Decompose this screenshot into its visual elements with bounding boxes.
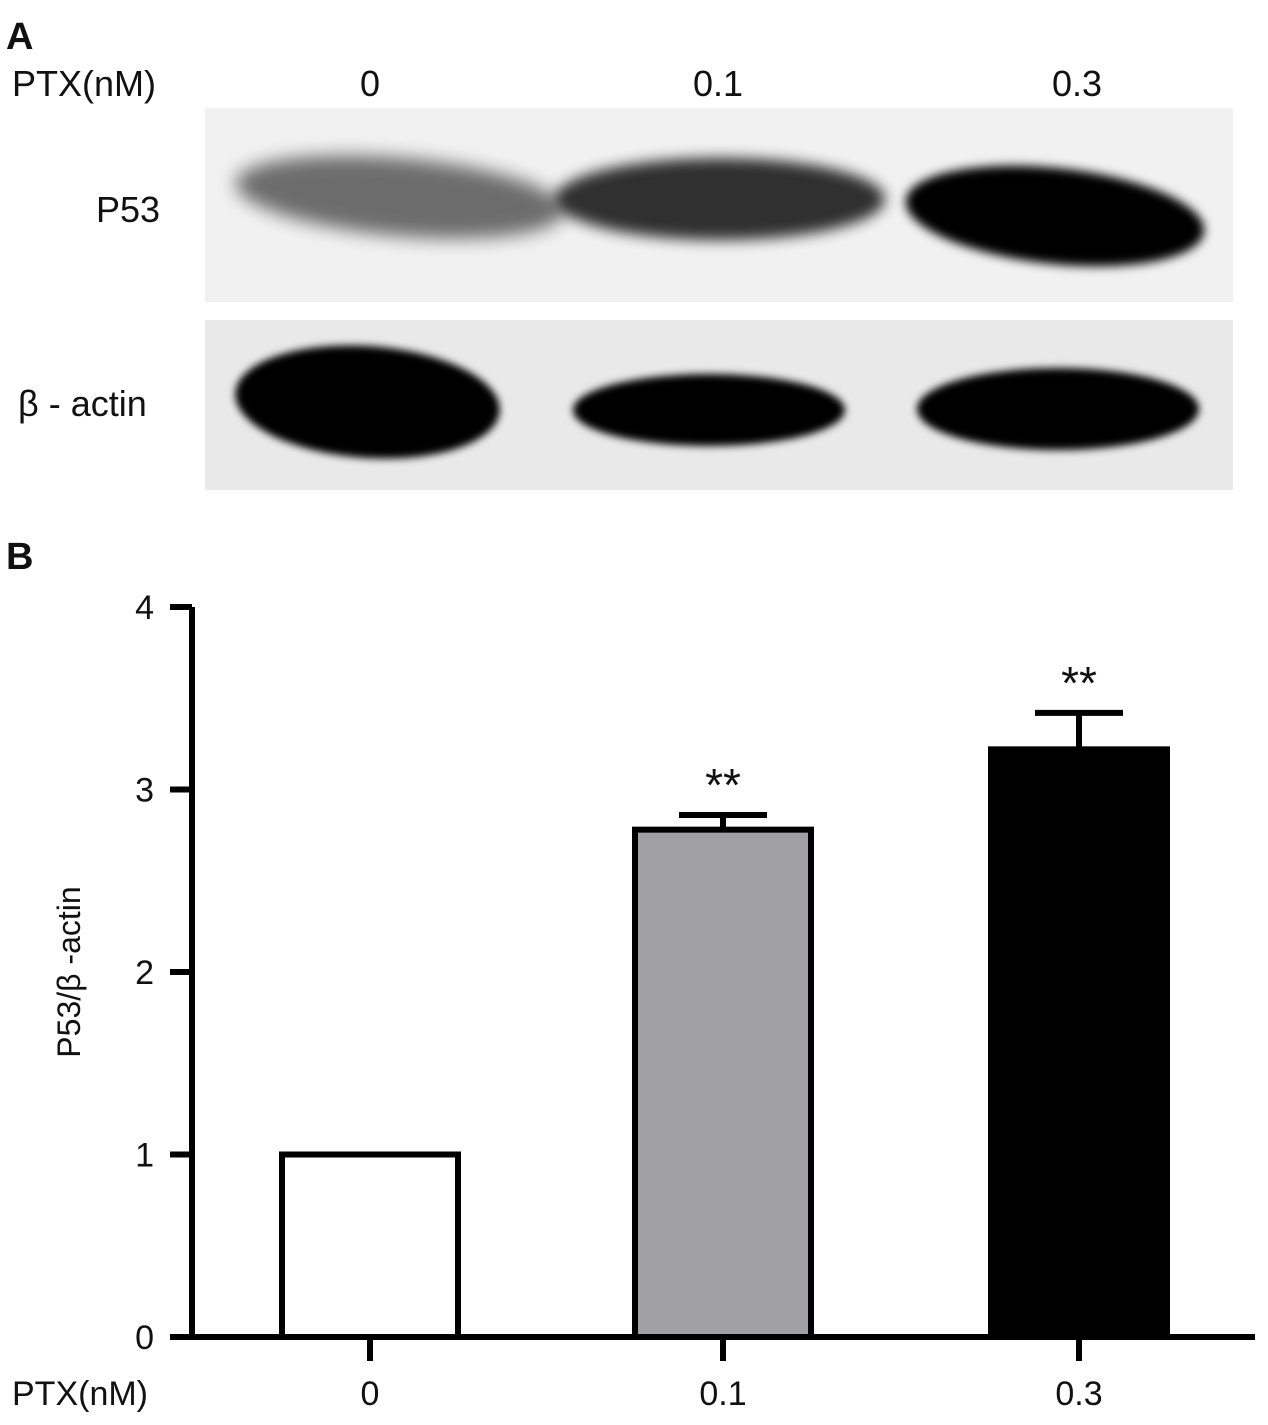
panel-a-letter: A xyxy=(6,16,34,58)
error-bars xyxy=(679,709,1123,830)
lane-label-0-3: 0.3 xyxy=(1051,63,1103,104)
bar-chart: 0 1 2 3 4 0 0.1 0.3 ** ** P53/β -actin PTX(nM) xyxy=(12,589,1255,1413)
bar-0 xyxy=(279,1151,461,1340)
p53-band-lane-2 xyxy=(900,152,1210,280)
y-axis-title: P53/β -actin xyxy=(51,886,87,1057)
significance-markers: ** ** xyxy=(705,657,1097,811)
y-tick-label: 4 xyxy=(135,589,154,627)
blot-ptx-label: PTX(nM) xyxy=(12,63,156,104)
lane-label-0-1: 0.1 xyxy=(692,63,744,104)
beta-actin-blot-label: β - actin xyxy=(18,383,147,424)
beta-actin-blot-strip xyxy=(205,320,1233,490)
actin-band-lane-1 xyxy=(573,374,845,446)
y-axis: 0 1 2 3 4 xyxy=(135,589,195,1357)
actin-band-lane-2 xyxy=(917,368,1199,450)
bar-0.1 xyxy=(632,826,814,1341)
lane-label-0: 0 xyxy=(359,63,381,104)
panel-b-letter: B xyxy=(6,536,34,578)
x-axis: 0 0.1 0.3 xyxy=(189,1334,1255,1413)
actin-band-lane-0 xyxy=(231,336,504,468)
bars xyxy=(279,746,1170,1341)
p53-blot-strip xyxy=(205,108,1233,302)
x-tick-label: 0.3 xyxy=(1055,1375,1102,1413)
x-tick-label: 0.1 xyxy=(699,1375,746,1413)
p53-band-lane-1 xyxy=(555,158,885,240)
p53-band-lane-0 xyxy=(232,143,568,251)
x-axis-title: PTX(nM) xyxy=(12,1375,148,1413)
y-tick-label: 0 xyxy=(135,1319,154,1357)
y-tick-label: 1 xyxy=(135,1137,154,1175)
p53-blot-label: P53 xyxy=(96,189,161,230)
significance-marker: ** xyxy=(705,759,741,811)
y-tick-label: 2 xyxy=(135,954,154,992)
bar-0.3 xyxy=(988,746,1170,1340)
x-tick-label: 0 xyxy=(361,1375,380,1413)
y-tick-label: 3 xyxy=(135,772,154,810)
significance-marker: ** xyxy=(1061,657,1097,709)
